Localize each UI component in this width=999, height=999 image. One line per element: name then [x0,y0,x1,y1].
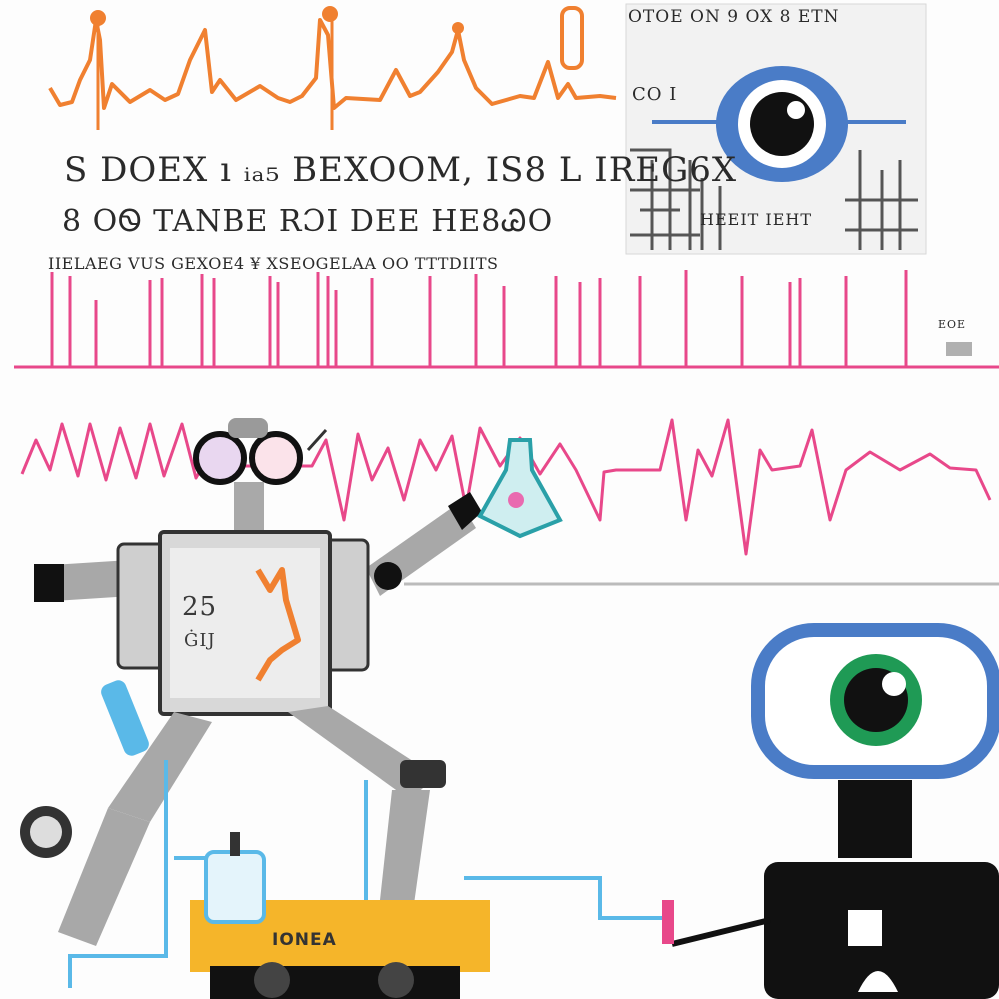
robot-right-shin [380,790,430,904]
cart-jar-lid [230,832,240,856]
robot-right-knee [400,760,446,788]
pink-ekg-line [20,418,992,556]
cart-wheel-left [254,962,290,998]
robot-goggle-right [249,431,303,485]
orange-drop-c [452,22,464,34]
orange-drop-b [322,6,338,22]
top-eye-glint [787,101,805,119]
robot-head-top [228,418,268,438]
flask [477,438,563,539]
light-blue-wires [68,760,672,988]
panel-co-text: CO I [632,84,678,105]
robot-shoulder-joint [374,562,402,590]
camera-panel [848,910,882,946]
cart-wheel-right [378,962,414,998]
cable-connector [662,900,674,944]
robot-neck [234,482,264,534]
panel-top-text: OTOE ON 9 OX 8 ETN [628,7,840,27]
flask-bubble [508,492,524,508]
cart-jar [204,850,266,924]
robot-left-shin [58,808,150,946]
robot-knee-left-inner [30,816,62,848]
cart-label: IONEA [272,930,337,950]
orange-ekg-line [48,18,617,110]
text-row-1: S DOEX ı ᵢₐ₅ BEXOOM, ⅠS8 L IREG6X [64,150,738,190]
text-row-2: 8 OᏫ TANBE RƆI DEE HE8ᏊO [62,204,554,239]
panel-mid-text: HEEIT IEHT [700,210,813,229]
camera-dome [858,971,898,992]
robot-right-thigh [288,706,436,800]
text-row-3: IIELAEG VUS GEXOE4 ¥ XSEOGELAA OO TTTDII… [48,254,499,273]
camera-cable [671,917,771,947]
camera-eye-glint [882,672,906,696]
robot-number: 25 [182,592,218,622]
robot-goggle-left [193,431,247,485]
robot-side-left [116,542,166,670]
robot-sub-label: ĠIJ [184,630,216,651]
top-eye-pupil [750,92,814,156]
robot-antenna [306,428,328,452]
robot-blue-tube [101,680,149,756]
robot-left-hand [34,564,64,602]
orange-tube [560,6,584,70]
robot-claw [448,492,482,530]
robot-torso-screen [170,548,320,698]
small-gray-block [946,342,972,356]
panel-right-text: EOE [938,318,967,331]
camera-neck [838,780,912,858]
robot-left-thigh [108,712,212,822]
cart-base [210,966,460,999]
pink-bars [50,270,908,366]
panel-grid [630,148,918,250]
robot-orange-mark [255,567,301,682]
orange-drop-a [90,10,106,26]
